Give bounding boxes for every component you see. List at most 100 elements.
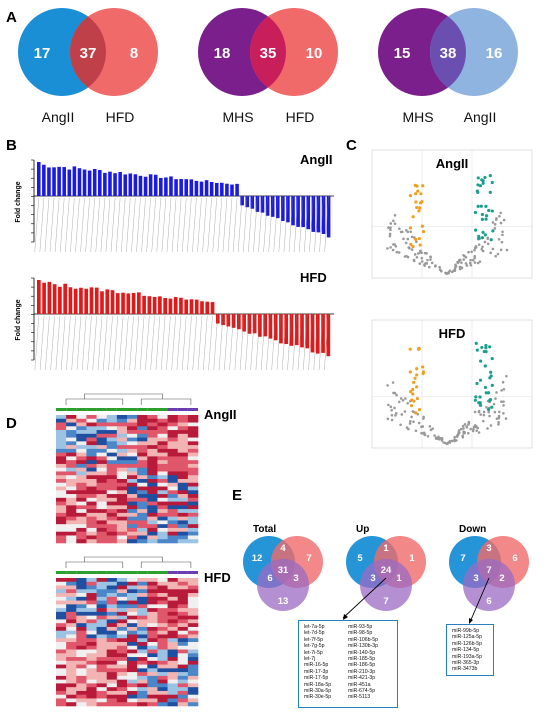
heat-cell (116, 664, 128, 669)
point-ns (467, 250, 470, 254)
heat-cell (157, 456, 168, 461)
point-ns (493, 223, 497, 226)
heat-cell (106, 497, 118, 502)
point-up (478, 378, 483, 382)
count-b: 6 (512, 553, 517, 564)
up-mirna-item: miR-421-3p (348, 675, 376, 682)
heat-cell (86, 531, 97, 536)
down-arrow-head (469, 618, 473, 624)
point-ns (437, 437, 441, 441)
up-mirna-item: let-7j (304, 656, 316, 663)
heat-cell (56, 433, 67, 438)
heat-cell (187, 512, 199, 517)
point-ns (406, 255, 410, 259)
point-ns (427, 265, 431, 269)
heat-cell (177, 460, 189, 465)
heat-cell (167, 463, 179, 469)
heat-cell (86, 589, 97, 594)
bar (301, 196, 305, 228)
tick-label-mark (213, 313, 218, 371)
group-bar (187, 408, 198, 411)
point-ns (467, 423, 470, 426)
heat-cell (187, 626, 199, 632)
point-down (408, 193, 413, 198)
heat-cell (187, 505, 199, 510)
heat-cell (187, 430, 199, 435)
point-down (417, 347, 421, 351)
bar (164, 177, 168, 196)
heat-cell (66, 672, 77, 677)
heat-cell (167, 486, 179, 491)
bar (310, 314, 315, 353)
heat-cell (116, 430, 128, 435)
heat-cell (187, 433, 199, 438)
heat-cell (86, 694, 97, 699)
heat-cell (157, 623, 168, 628)
point-ns (500, 400, 503, 404)
bar (169, 176, 173, 196)
heat-cell (187, 657, 199, 662)
point-down (413, 376, 417, 380)
heat-cell (116, 441, 128, 446)
point-ns (395, 411, 398, 415)
heatmap: HFD (56, 556, 231, 707)
bar (168, 298, 173, 314)
point-ns (431, 427, 434, 430)
heat-cell (167, 608, 179, 613)
point-ns (410, 248, 414, 251)
heat-cell (177, 524, 189, 529)
heat-cell (167, 516, 179, 521)
heat-cell (56, 426, 67, 431)
tick-label-mark (197, 315, 203, 371)
tick-label-mark (218, 313, 224, 371)
count-a: 12 (252, 553, 263, 564)
tick-label-mark (71, 315, 76, 371)
heat-cell (177, 690, 189, 696)
point-ns (473, 410, 477, 414)
bar (87, 170, 92, 196)
point-ns (448, 269, 452, 273)
count-c: 7 (383, 596, 388, 607)
point-ns (472, 258, 475, 262)
venn-label-right: AngII (464, 109, 497, 125)
point-up (489, 370, 493, 374)
heat-cell (187, 445, 199, 450)
heat-cell (106, 460, 118, 465)
point-down (418, 206, 422, 210)
heat-cell (56, 668, 67, 673)
heat-cell (137, 482, 148, 487)
heat-cell (147, 505, 158, 510)
heat-cell (187, 619, 199, 624)
point-ns (482, 413, 486, 417)
bar (84, 288, 89, 314)
point-down (420, 224, 424, 228)
heat-cell (106, 486, 118, 491)
heat-cell (96, 604, 108, 609)
heat-cell (157, 600, 168, 605)
heat-cell (187, 494, 199, 499)
point-ns (412, 420, 415, 424)
heat-cell (96, 585, 108, 590)
group-bar (157, 408, 168, 411)
venn-e-title: Up (356, 524, 369, 535)
point-ns (404, 397, 407, 400)
tick-label-mark (131, 197, 136, 253)
heat-cell (157, 668, 168, 673)
point-ns (462, 427, 465, 430)
heat-cell (106, 433, 118, 438)
heat-cell (106, 649, 118, 654)
heat-cell (66, 630, 77, 635)
heat-cell (137, 520, 148, 525)
point-ns (472, 427, 475, 431)
heat-cell (96, 615, 108, 620)
group-bar (127, 408, 138, 411)
heat-cell (96, 486, 108, 491)
heat-cell (157, 642, 168, 647)
heat-cell (56, 683, 67, 688)
point-ns (401, 399, 405, 402)
volcano-title: AngII (436, 156, 469, 171)
point-ns (476, 261, 480, 265)
heat-cell (187, 698, 199, 703)
heat-cell (116, 460, 128, 465)
heat-cell (147, 497, 158, 502)
